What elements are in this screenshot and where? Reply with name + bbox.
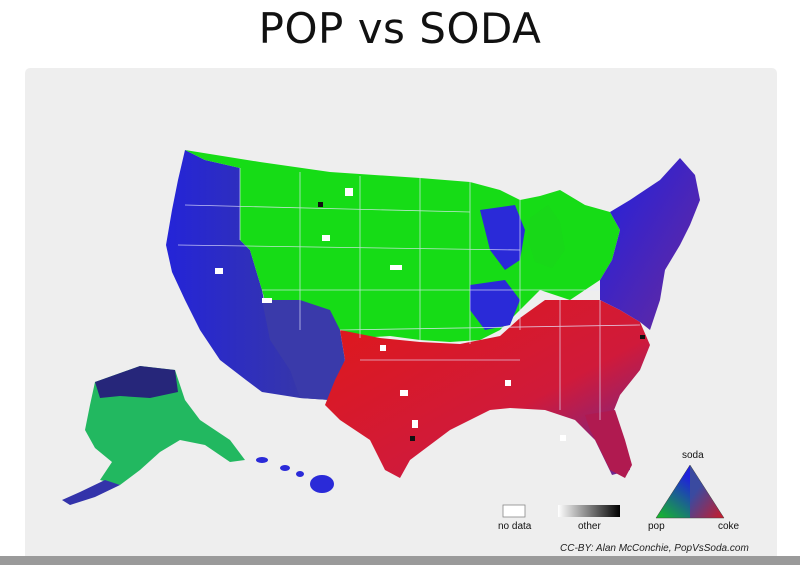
- region-stlouis-soda: [470, 280, 520, 330]
- region-alaska-north: [95, 366, 178, 398]
- region-hawaii: [256, 457, 334, 493]
- page-title: POP vs SODA: [258, 4, 542, 53]
- legend-other-gradient: [558, 505, 620, 517]
- legend-coke-label: coke: [718, 521, 740, 532]
- legend-no-data-swatch: [502, 504, 526, 518]
- region-south-coke: [325, 300, 650, 478]
- region-florida: [585, 410, 632, 478]
- region-alaska-tail: [62, 480, 120, 505]
- credit-text: CC-BY: Alan McConchie, PopVsSoda.com: [560, 543, 749, 554]
- legend-pop-label: pop: [648, 521, 665, 532]
- legend-soda-label: soda: [682, 450, 704, 461]
- legend-no-data-label: no data: [498, 521, 532, 532]
- region-midwest-soda: [480, 205, 525, 270]
- legend-other-label: other: [578, 521, 601, 532]
- region-michigan: [528, 205, 565, 268]
- region-west-coast: [166, 150, 330, 400]
- contiguous-us: [166, 150, 700, 478]
- legend-triangle: [655, 464, 725, 519]
- region-southwest: [262, 300, 345, 400]
- region-northeast-soda: [600, 158, 700, 330]
- bottom-scrollbar[interactable]: [0, 556, 800, 565]
